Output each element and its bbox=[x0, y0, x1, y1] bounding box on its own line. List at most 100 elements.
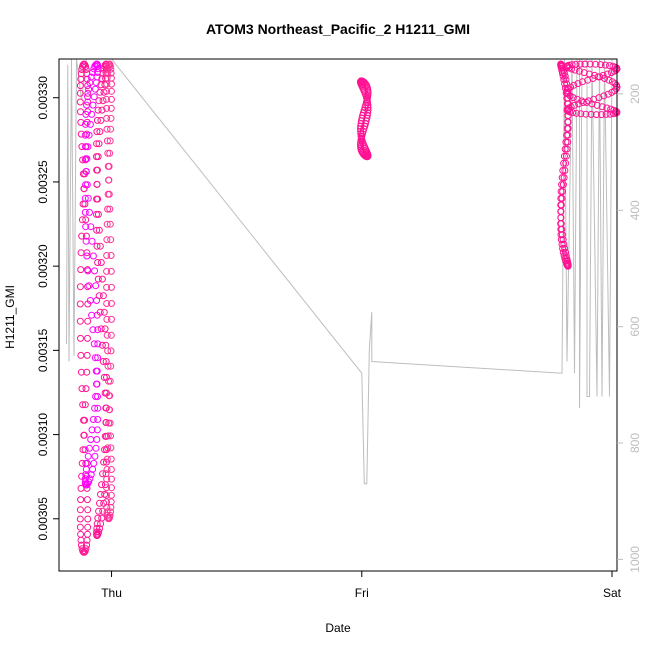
depth-line bbox=[66, 58, 613, 485]
data-point bbox=[103, 455, 111, 463]
data-point bbox=[563, 105, 571, 113]
data-point bbox=[81, 131, 89, 139]
data-point bbox=[557, 60, 565, 68]
data-point bbox=[78, 232, 86, 240]
data-point bbox=[103, 125, 111, 133]
data-point bbox=[107, 69, 115, 77]
data-point bbox=[574, 80, 582, 88]
data-point bbox=[102, 404, 110, 412]
data-point bbox=[99, 470, 107, 478]
data-point bbox=[91, 62, 99, 70]
data-point bbox=[84, 334, 91, 342]
data-point bbox=[76, 283, 84, 291]
data-point bbox=[76, 89, 84, 97]
data-point bbox=[103, 95, 110, 103]
data-point bbox=[103, 252, 111, 259]
x-axis: Thu Fri Sat bbox=[101, 571, 622, 600]
data-point bbox=[105, 162, 113, 170]
data-point bbox=[559, 248, 567, 256]
data-point bbox=[82, 471, 90, 479]
data-point bbox=[564, 131, 572, 139]
data-point bbox=[567, 103, 575, 111]
data-point bbox=[561, 80, 569, 88]
data-point bbox=[84, 530, 91, 538]
data-point bbox=[105, 377, 112, 385]
data-point bbox=[107, 104, 115, 112]
data-point bbox=[99, 97, 107, 105]
data-point bbox=[107, 236, 115, 244]
chart-title: ATOM3 Northeast_Pacific_2 H1211_GMI bbox=[206, 21, 470, 37]
data-point bbox=[103, 466, 111, 473]
data-point bbox=[560, 76, 568, 84]
data-point bbox=[83, 368, 91, 376]
data-point bbox=[93, 166, 101, 174]
data-point bbox=[84, 98, 92, 106]
data-point bbox=[78, 385, 86, 393]
data-point bbox=[357, 130, 365, 138]
data-point bbox=[560, 152, 568, 160]
data-point bbox=[85, 131, 93, 139]
data-point bbox=[84, 89, 92, 97]
data-point bbox=[587, 110, 595, 118]
data-point bbox=[582, 110, 590, 118]
data-point bbox=[577, 110, 585, 118]
data-point bbox=[93, 380, 100, 388]
data-point bbox=[606, 110, 614, 118]
data-point bbox=[103, 80, 111, 88]
data-point bbox=[580, 69, 588, 77]
data-point bbox=[93, 195, 101, 203]
data-point bbox=[559, 245, 567, 252]
right-tick-label: 400 bbox=[628, 200, 642, 220]
data-point bbox=[569, 94, 577, 102]
data-point bbox=[92, 444, 100, 452]
data-point bbox=[82, 232, 90, 240]
data-point bbox=[592, 111, 600, 119]
data-point bbox=[601, 75, 609, 82]
data-point bbox=[93, 532, 101, 539]
data-point bbox=[560, 252, 568, 260]
data-point bbox=[107, 491, 115, 499]
data-point bbox=[85, 282, 93, 290]
data-point bbox=[91, 404, 99, 412]
data-point bbox=[78, 216, 86, 224]
data-point bbox=[81, 143, 89, 151]
data-point bbox=[84, 523, 92, 531]
data-point bbox=[103, 137, 111, 145]
data-point bbox=[601, 61, 609, 69]
data-point bbox=[84, 267, 92, 275]
data-point bbox=[85, 444, 93, 452]
right-tick-label: 200 bbox=[628, 84, 642, 104]
data-point bbox=[357, 132, 365, 140]
data-point bbox=[89, 416, 97, 423]
data-point bbox=[77, 75, 85, 83]
data-point bbox=[88, 237, 96, 245]
data-point bbox=[103, 104, 111, 112]
data-point bbox=[558, 174, 566, 182]
data-point bbox=[106, 406, 114, 414]
data-point bbox=[104, 190, 112, 198]
right-tick-label: 1000 bbox=[628, 546, 642, 573]
data-point bbox=[84, 506, 92, 514]
data-point bbox=[96, 525, 104, 532]
data-points bbox=[76, 60, 621, 556]
data-point bbox=[77, 496, 85, 504]
data-point bbox=[83, 496, 91, 504]
data-point bbox=[94, 404, 102, 412]
data-point bbox=[570, 101, 578, 109]
data-point bbox=[607, 69, 615, 77]
data-point bbox=[76, 317, 84, 325]
data-point bbox=[602, 110, 610, 118]
data-point bbox=[83, 101, 91, 109]
data-point bbox=[96, 88, 104, 96]
data-point bbox=[100, 308, 108, 316]
data-point bbox=[104, 362, 112, 370]
data-point bbox=[105, 60, 113, 68]
data-point bbox=[82, 168, 90, 175]
data-point bbox=[605, 76, 613, 84]
y-tick-label: 0.00315 bbox=[36, 328, 50, 372]
data-point bbox=[81, 478, 89, 486]
data-point bbox=[90, 93, 98, 101]
data-point bbox=[80, 185, 88, 193]
data-point bbox=[364, 90, 372, 98]
